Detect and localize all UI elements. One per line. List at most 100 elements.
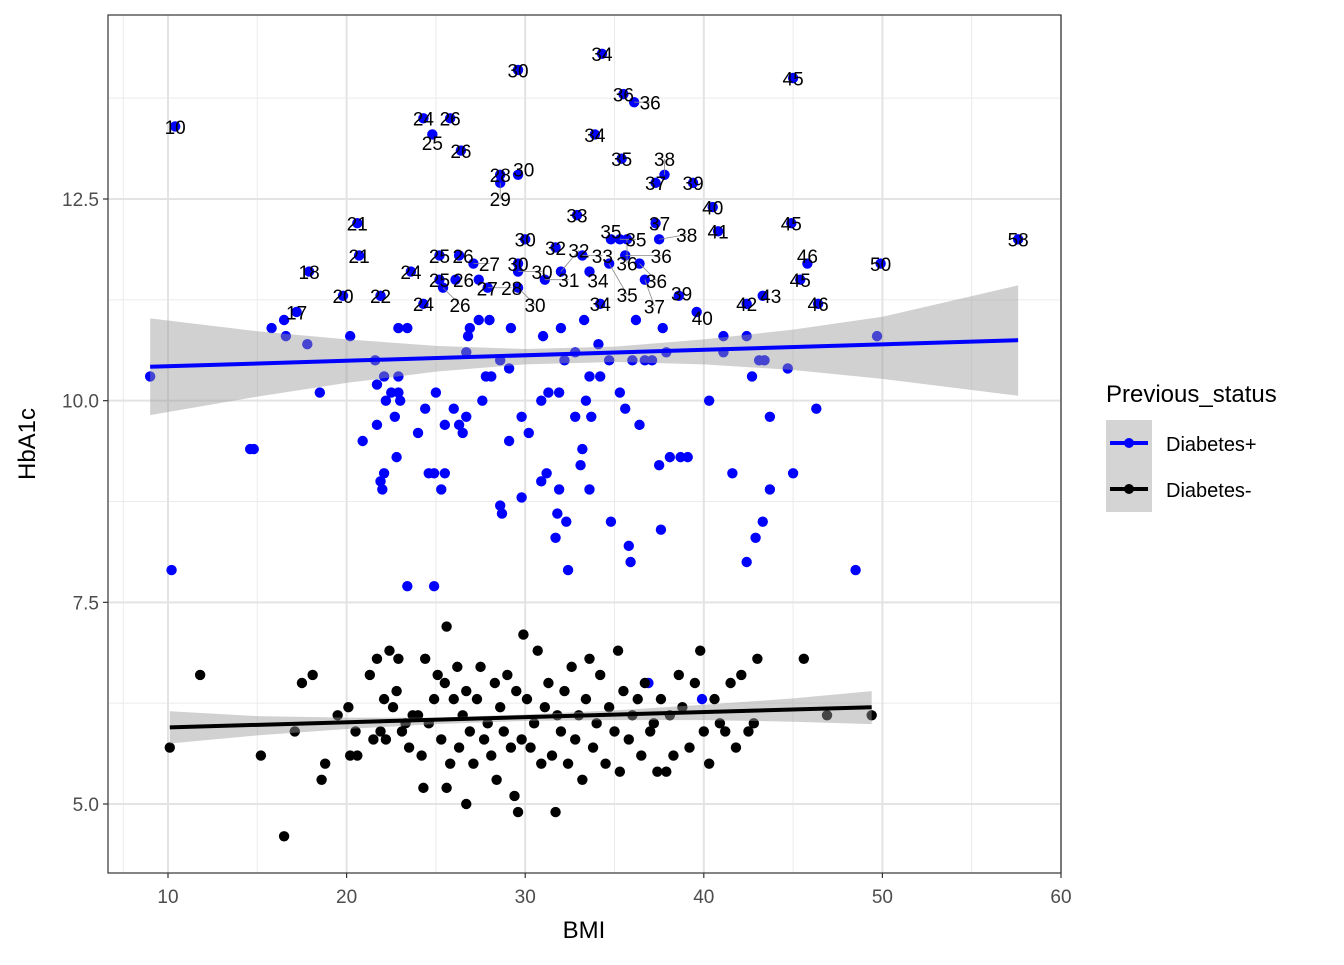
data-point [169, 121, 181, 132]
data-point [512, 258, 524, 269]
data-point [595, 669, 606, 681]
data-point [636, 750, 647, 761]
data-point [405, 266, 417, 277]
data-point [591, 718, 602, 729]
data-point [550, 806, 561, 818]
data-point [296, 677, 308, 689]
data-point [396, 726, 408, 737]
data-point [416, 750, 427, 761]
label-leader-lines [442, 101, 687, 307]
data-point [473, 314, 484, 326]
data-point [164, 742, 175, 753]
data-point [584, 484, 595, 495]
data-point [718, 330, 729, 342]
data-point [764, 411, 776, 422]
data-point [682, 451, 693, 463]
data-point [657, 322, 668, 334]
data-point [618, 685, 629, 697]
data-point [393, 322, 404, 334]
data-point [484, 314, 495, 326]
data-point [455, 145, 467, 156]
point-label: 34 [584, 126, 606, 147]
data-point [194, 669, 206, 681]
data-point [707, 201, 718, 213]
data-point [377, 484, 388, 495]
data-point [418, 113, 429, 124]
point-label: 35 [600, 223, 621, 244]
data-point [503, 435, 515, 447]
data-point [461, 798, 472, 810]
data-point [552, 508, 563, 519]
point-label: 30 [515, 231, 536, 252]
axes: 10 20 30 40 50 60 5.0 7.5 10.0 12.5 [62, 190, 1072, 908]
data-point [444, 758, 456, 769]
data-point [673, 290, 684, 301]
data-point [427, 129, 438, 140]
data-point [512, 64, 524, 76]
data-point [595, 371, 606, 382]
data-point [596, 48, 608, 59]
data-point [505, 742, 517, 753]
data-point [795, 274, 806, 285]
data-point [289, 726, 301, 737]
data-point [743, 726, 754, 737]
data-point [725, 677, 736, 689]
data-point [677, 702, 688, 713]
point-label: 30 [507, 61, 528, 82]
legend: Previous_status Diabetes+ Diabetes- [1106, 381, 1277, 512]
point-label: 34 [587, 271, 609, 292]
x-axis-title: BMI [563, 917, 606, 944]
legend-item-diabetes-plus: Diabetes+ [1106, 420, 1257, 466]
point-label: 29 [490, 190, 511, 211]
data-point [600, 758, 611, 769]
data-point [332, 710, 343, 721]
data-point [787, 72, 799, 84]
data-point [616, 153, 627, 164]
label-leader-line [639, 263, 657, 281]
point-label: 36 [651, 247, 672, 268]
data-point [650, 177, 661, 189]
data-point [575, 460, 586, 471]
data-point [502, 669, 513, 681]
data-point [741, 330, 752, 342]
data-point [419, 653, 431, 664]
data-point [486, 371, 497, 382]
data-point [570, 734, 581, 745]
data-point [559, 355, 570, 366]
data-point [380, 734, 392, 745]
point-label: 32 [568, 242, 589, 263]
data-point [580, 693, 592, 705]
data-point [303, 266, 315, 277]
data-point [393, 387, 404, 398]
legend-label: Diabetes- [1166, 480, 1252, 502]
data-point [166, 564, 177, 576]
data-point [632, 693, 643, 705]
data-point [577, 774, 588, 785]
fit-lines [150, 338, 1019, 730]
data-point [584, 266, 595, 277]
data-point [453, 250, 465, 261]
data-point [368, 734, 379, 745]
data-point [439, 677, 451, 689]
data-point [266, 322, 277, 334]
data-point [555, 726, 567, 737]
data-point [746, 371, 758, 382]
data-point [498, 726, 509, 737]
data-point [553, 387, 565, 398]
data-point [537, 330, 549, 342]
data-point [357, 435, 368, 447]
point-label: 26 [440, 110, 461, 131]
data-point [623, 734, 634, 745]
data-point [821, 710, 833, 721]
legend-title: Previous_status [1106, 381, 1277, 408]
y-axis-title: HbA1c [14, 408, 41, 480]
data-point [378, 371, 390, 382]
data-point [695, 645, 706, 656]
data-point [634, 419, 645, 431]
point-label: 37 [644, 297, 665, 318]
data-point [248, 443, 259, 455]
data-point [630, 314, 642, 326]
data-point [352, 750, 363, 761]
point-label: 30 [524, 296, 545, 317]
data-point [316, 774, 327, 785]
